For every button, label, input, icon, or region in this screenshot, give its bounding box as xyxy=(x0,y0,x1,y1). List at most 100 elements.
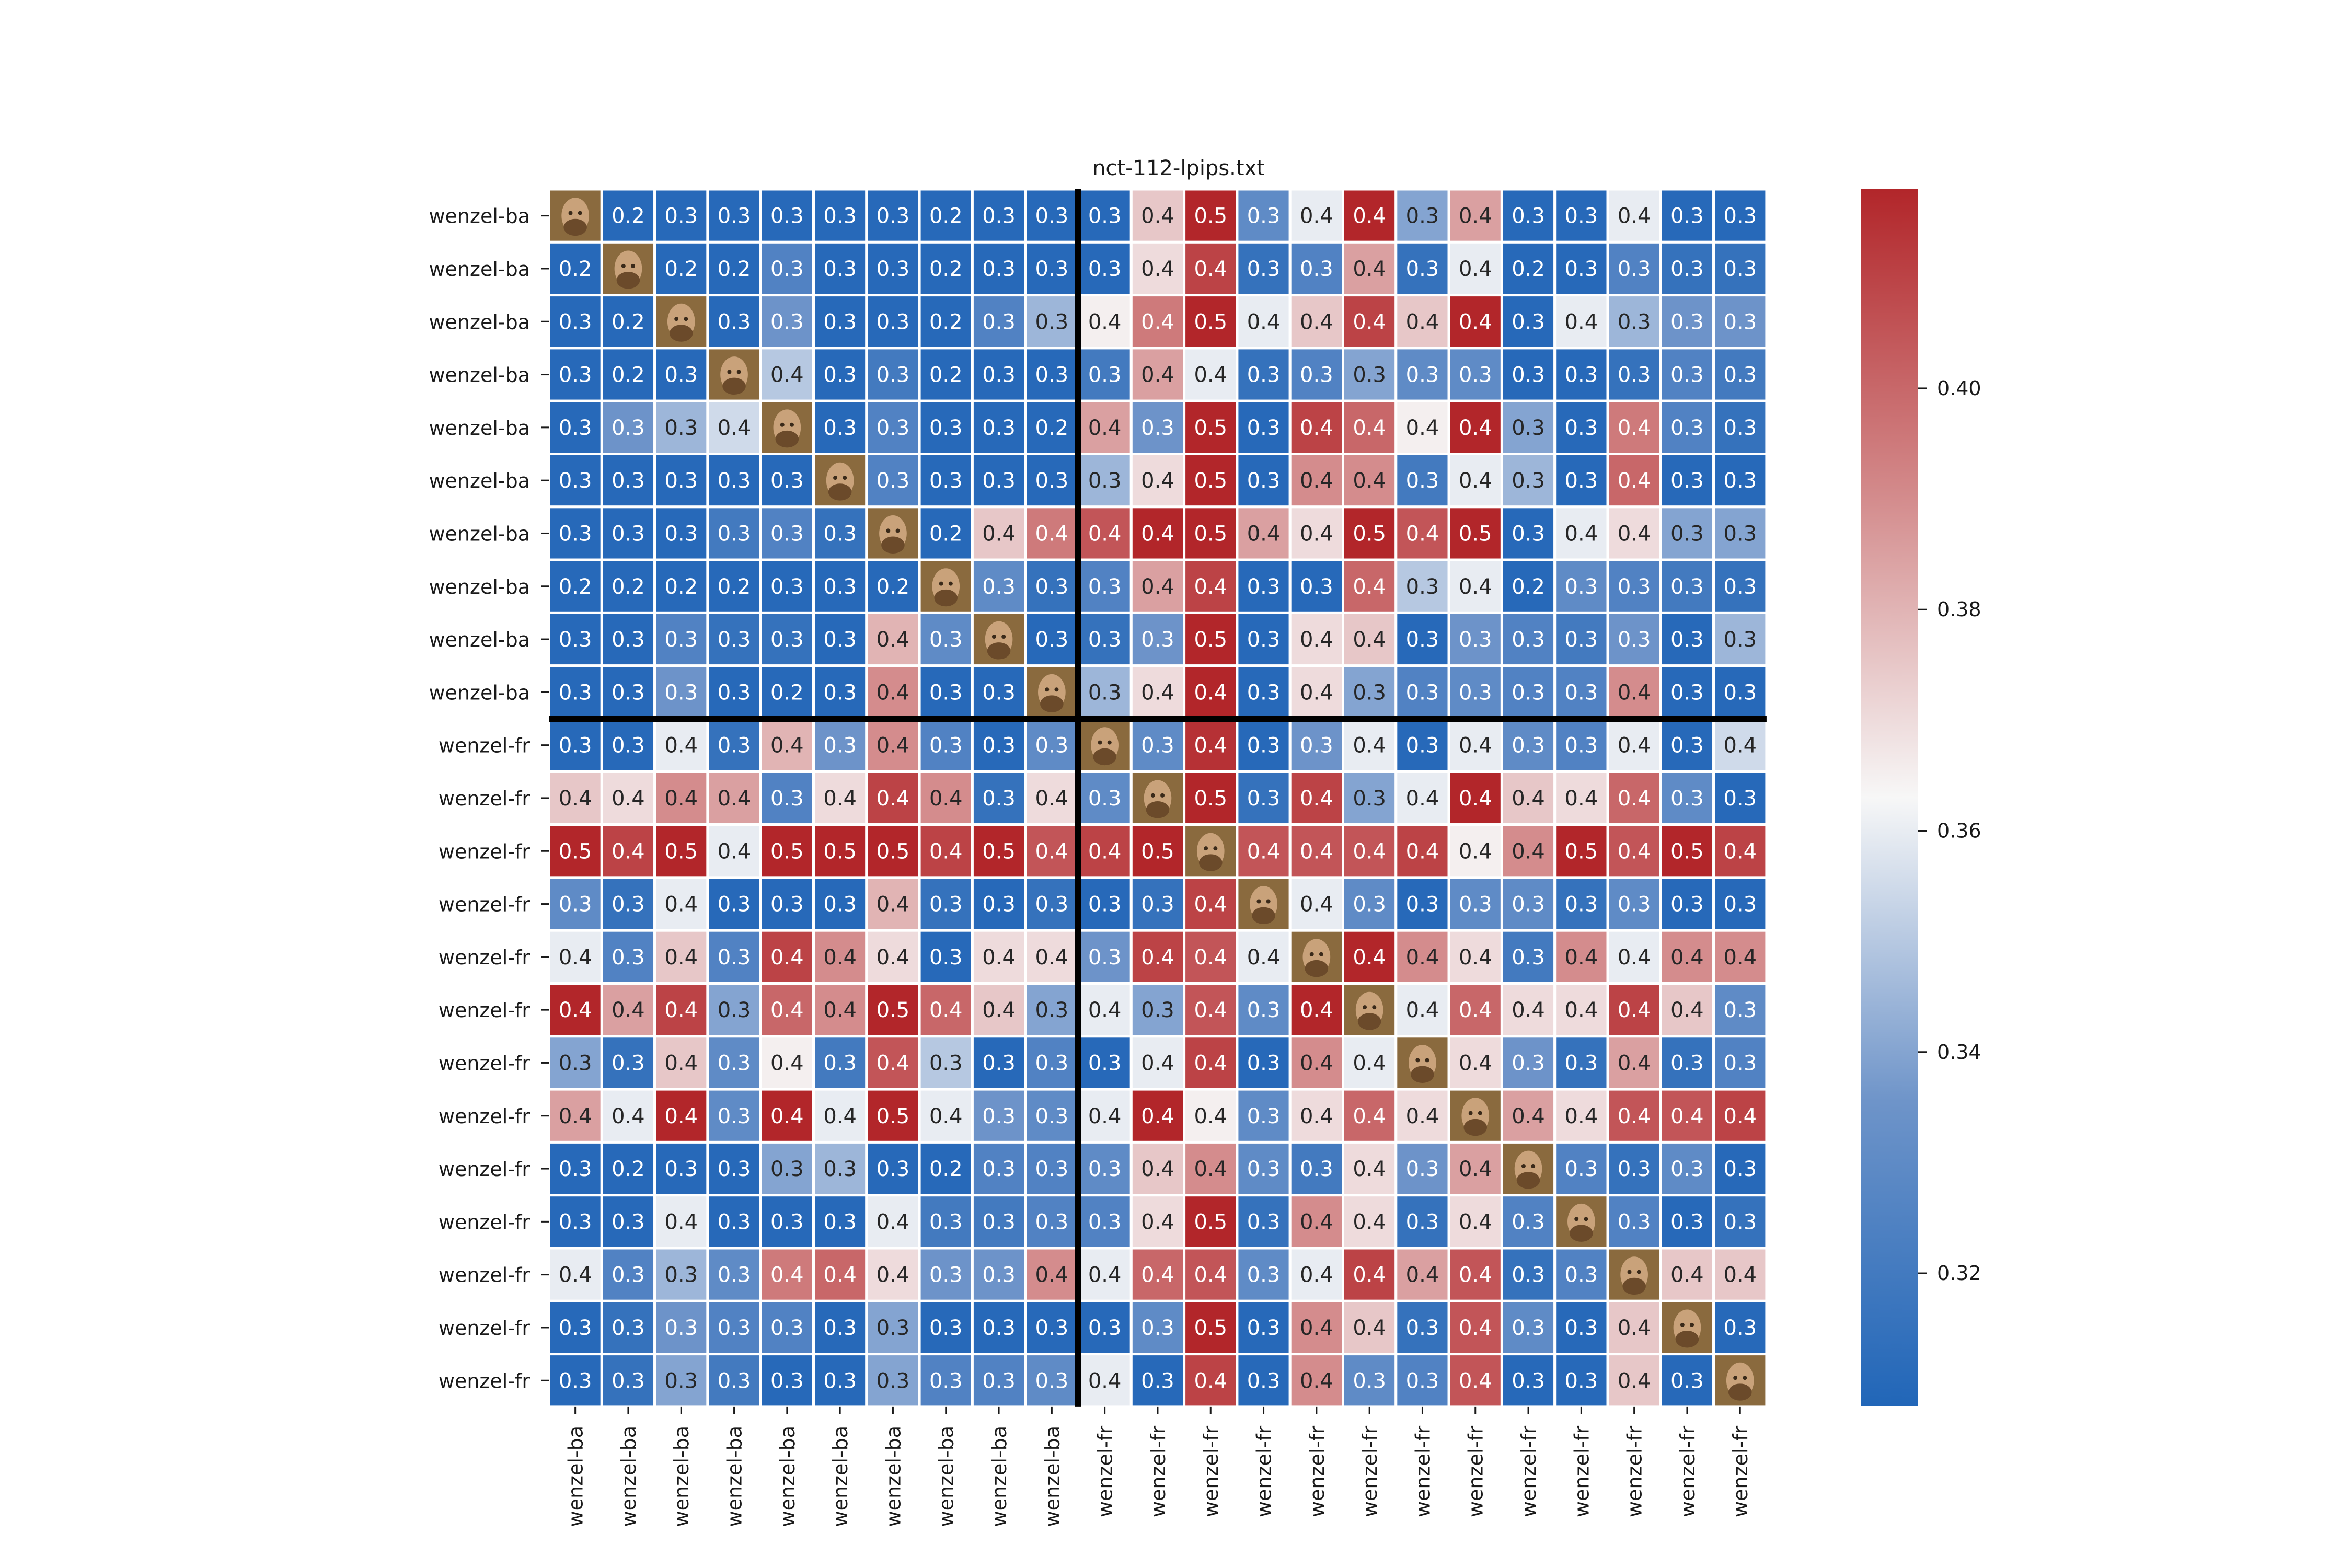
cell-value-label: 0.4 xyxy=(1247,522,1281,546)
row-label: wenzel-fr xyxy=(439,1369,531,1392)
cell-value-label: 0.3 xyxy=(770,469,804,493)
diagonal-thumbnail xyxy=(1712,1353,1768,1409)
heatmap-cell xyxy=(1394,558,1450,614)
cell-value-label: 0.3 xyxy=(1723,998,1757,1022)
cell-value-label: 0.3 xyxy=(1459,893,1492,917)
cell-value-label: 0.3 xyxy=(612,893,645,917)
cell-value-label: 0.3 xyxy=(1247,628,1281,652)
colorbar-tick-label: 0.32 xyxy=(1937,1262,1981,1285)
cell-value-label: 0.3 xyxy=(559,681,592,705)
heatmap-cell xyxy=(600,982,656,1038)
cell-value-label: 0.3 xyxy=(1247,363,1281,387)
heatmap-cell xyxy=(1394,399,1450,456)
cell-value-label: 0.4 xyxy=(1300,1263,1333,1287)
heatmap-cell xyxy=(653,558,709,614)
cell-value-label: 0.4 xyxy=(1247,946,1281,970)
heatmap-cell xyxy=(1553,1353,1609,1409)
cell-value-label: 0.4 xyxy=(1194,363,1227,387)
cell-value-label: 0.3 xyxy=(1035,628,1069,652)
cell-value-label: 0.3 xyxy=(1723,522,1757,546)
heatmap-cell xyxy=(812,240,868,297)
cell-value-label: 0.3 xyxy=(1670,1051,1704,1075)
cell-value-label: 0.3 xyxy=(823,363,857,387)
cell-value-label: 0.3 xyxy=(559,1369,592,1393)
colorbar-gradient xyxy=(1861,189,1918,1406)
cell-value-label: 0.3 xyxy=(559,469,592,493)
heatmap-cell xyxy=(1447,188,1503,244)
cell-value-label: 0.4 xyxy=(559,1104,592,1128)
cell-value-label: 0.3 xyxy=(559,522,592,546)
cell-value-label: 0.3 xyxy=(1618,1210,1651,1234)
heatmap-cell xyxy=(1447,770,1503,826)
cell-value-label: 0.4 xyxy=(1512,787,1545,811)
cell-value-label: 0.3 xyxy=(982,575,1016,599)
cell-value-label: 0.3 xyxy=(718,946,751,970)
cell-value-label: 0.3 xyxy=(823,1051,857,1075)
heatmap-cell xyxy=(706,453,762,509)
column-label: wenzel-fr xyxy=(1411,1426,1434,1518)
column-label: wenzel-ba xyxy=(723,1426,746,1527)
cell-value-label: 0.4 xyxy=(1353,839,1386,863)
cell-value-label: 0.4 xyxy=(1141,1263,1174,1287)
cell-value-label: 0.3 xyxy=(718,681,751,705)
heatmap-cell xyxy=(1024,876,1080,932)
heatmap-cell xyxy=(971,1299,1027,1356)
column-label: wenzel-ba xyxy=(1041,1426,1064,1527)
heatmap-cell xyxy=(1236,1353,1292,1409)
cell-value-label: 0.4 xyxy=(1723,946,1757,970)
cell-value-label: 0.4 xyxy=(1459,1210,1492,1234)
cell-value-label: 0.5 xyxy=(877,1104,910,1128)
column-label: wenzel-ba xyxy=(935,1426,958,1527)
cell-value-label: 0.4 xyxy=(1353,628,1386,652)
heatmap-cell xyxy=(812,823,868,879)
cell-value-label: 0.5 xyxy=(1194,204,1227,228)
cell-value-label: 0.5 xyxy=(1565,839,1598,863)
cell-value-label: 0.4 xyxy=(1141,1210,1174,1234)
cell-value-label: 0.4 xyxy=(559,787,592,811)
cell-value-label: 0.3 xyxy=(877,1369,910,1393)
heatmap-cell xyxy=(1394,1140,1450,1197)
column-label: wenzel-fr xyxy=(1200,1426,1223,1518)
heatmap-cell xyxy=(1342,1247,1398,1302)
cell-value-label: 0.4 xyxy=(1723,734,1757,758)
cell-value-label: 0.3 xyxy=(559,363,592,387)
cell-value-label: 0.3 xyxy=(1618,893,1651,917)
cell-value-label: 0.3 xyxy=(1512,416,1545,440)
cell-value-label: 0.4 xyxy=(1618,1316,1651,1340)
cell-value-label: 0.3 xyxy=(1618,257,1651,281)
cell-value-label: 0.3 xyxy=(559,1316,592,1340)
heatmap-cell xyxy=(971,1247,1027,1302)
diagonal-thumbnail xyxy=(547,188,603,244)
cell-value-label: 0.4 xyxy=(1141,469,1174,493)
cell-value-label: 0.3 xyxy=(559,734,592,758)
cell-value-label: 0.3 xyxy=(877,204,910,228)
cell-value-label: 0.3 xyxy=(664,1263,698,1287)
row-label: wenzel-fr xyxy=(439,734,531,757)
heatmap-cell xyxy=(1553,347,1609,402)
cell-value-label: 0.3 xyxy=(823,575,857,599)
cell-value-label: 0.3 xyxy=(718,1210,751,1234)
cell-value-label: 0.3 xyxy=(982,1369,1016,1393)
cell-value-label: 0.3 xyxy=(664,681,698,705)
heatmap-cell xyxy=(1129,453,1186,509)
heatmap-cell xyxy=(706,611,762,667)
heatmap-cell xyxy=(759,770,815,826)
heatmap-cell xyxy=(706,1194,762,1250)
cell-value-label: 0.4 xyxy=(1512,839,1545,863)
heatmap-cell xyxy=(1077,1247,1133,1302)
cell-value-label: 0.3 xyxy=(823,522,857,546)
cell-value-label: 0.3 xyxy=(929,628,963,652)
cell-value-label: 0.2 xyxy=(1035,416,1069,440)
cell-value-label: 0.3 xyxy=(823,628,857,652)
diagonal-thumbnail xyxy=(1659,1299,1715,1356)
cell-value-label: 0.3 xyxy=(929,1369,963,1393)
heatmap-cell xyxy=(1447,1353,1503,1409)
heatmap-cell xyxy=(1659,611,1715,667)
cell-value-label: 0.3 xyxy=(664,1157,698,1181)
cell-value-label: 0.2 xyxy=(559,575,592,599)
cell-value-label: 0.3 xyxy=(1406,893,1439,917)
heatmap-cell xyxy=(1077,611,1133,667)
cell-value-label: 0.3 xyxy=(1353,893,1386,917)
heatmap-cell xyxy=(918,505,974,561)
cell-value-label: 0.4 xyxy=(1512,1104,1545,1128)
